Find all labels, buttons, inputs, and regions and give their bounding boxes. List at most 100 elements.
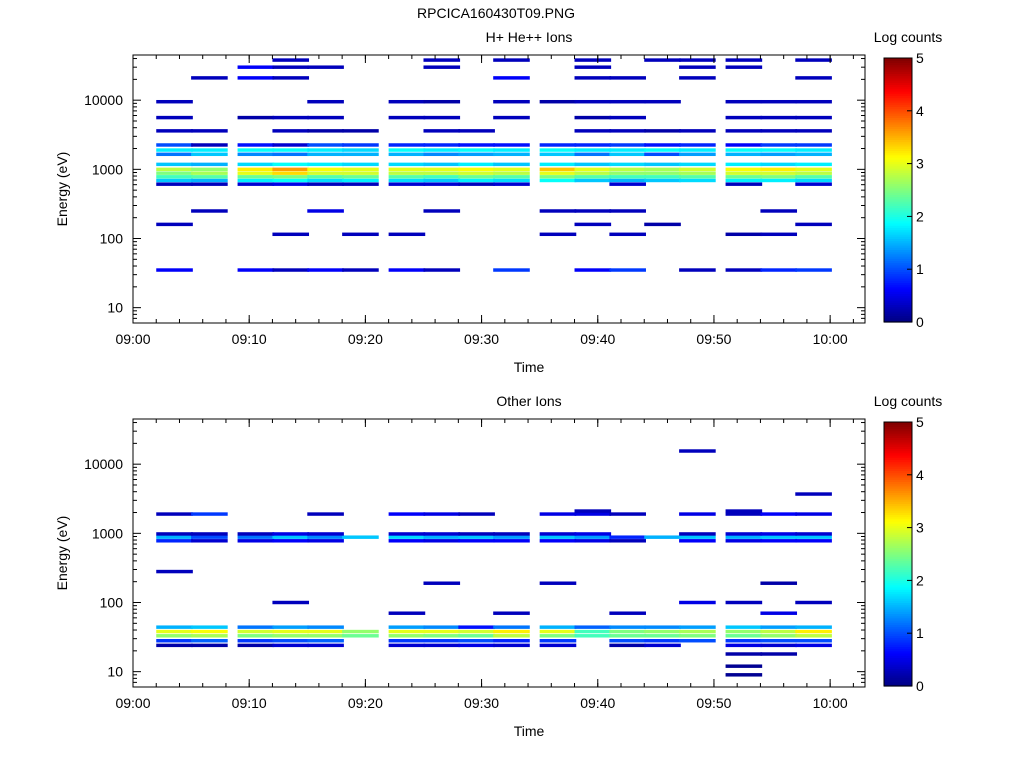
colorbar-step	[884, 284, 912, 288]
colorbar-step	[884, 249, 912, 253]
colorbar-step	[884, 297, 912, 301]
heatmap-cell	[493, 99, 530, 104]
heatmap-cell	[574, 222, 612, 227]
heatmap-cell	[307, 143, 344, 147]
heatmap-cell	[539, 535, 577, 539]
colorbar-step	[884, 624, 912, 628]
heatmap-cell	[342, 232, 379, 237]
heatmap-cell	[539, 629, 577, 634]
heatmap-cell	[760, 129, 798, 133]
heatmap-cell	[388, 532, 426, 536]
heatmap-cell	[423, 152, 461, 157]
heatmap-cell	[423, 535, 461, 539]
heatmap-cell	[493, 535, 530, 539]
y-tick-label: 10000	[84, 92, 123, 108]
colorbar-step	[884, 435, 912, 438]
colorbar-step	[884, 578, 912, 581]
heatmap-cell	[458, 143, 495, 147]
x-axis-label: Time	[514, 723, 545, 739]
colorbar-step	[884, 209, 912, 213]
colorbar-step	[884, 466, 912, 469]
heatmap-cell	[191, 182, 228, 186]
colorbar-step	[884, 477, 912, 480]
heatmap-cell	[539, 539, 577, 543]
colorbar-step	[884, 271, 912, 275]
colorbar-step	[884, 514, 912, 518]
heatmap-cell	[539, 162, 577, 167]
heatmap-cell	[458, 625, 495, 629]
colorbar-step	[884, 661, 912, 665]
colorbar-step	[884, 315, 912, 319]
y-tick-label: 100	[100, 230, 124, 246]
colorbar-step	[884, 273, 912, 277]
heatmap-cell	[539, 634, 577, 638]
heatmap-cell	[795, 115, 832, 120]
heatmap-cell	[539, 232, 577, 237]
colorbar-step	[884, 562, 912, 566]
heatmap-cell	[191, 634, 228, 638]
heatmap-cell	[609, 175, 646, 179]
colorbar-step	[884, 302, 912, 305]
colorbar-step	[884, 551, 912, 555]
colorbar-step	[884, 631, 912, 634]
heatmap-cell	[272, 532, 310, 536]
colorbar-step	[884, 679, 912, 683]
heatmap-cell	[795, 182, 832, 186]
heatmap-cell	[725, 115, 763, 120]
colorbar-step	[884, 77, 912, 81]
colorbar-step	[884, 600, 912, 603]
heatmap-cell	[458, 182, 495, 186]
heatmap-cell	[725, 512, 763, 516]
heatmap-cell	[760, 99, 798, 104]
colorbar-step	[884, 518, 912, 522]
heatmap-cell	[342, 143, 379, 147]
colorbar-step	[884, 139, 912, 143]
heatmap-cell	[388, 611, 426, 615]
heatmap-cell	[609, 171, 646, 175]
heatmap-cell	[272, 65, 310, 69]
heatmap-cell	[191, 643, 228, 648]
heatmap-cell	[342, 268, 379, 272]
heatmap-cell	[795, 167, 832, 172]
heatmap-cell	[493, 629, 530, 634]
colorbar-step	[884, 71, 912, 74]
heatmap-cell	[342, 129, 379, 133]
colorbar-step	[884, 587, 912, 590]
heatmap-cell	[388, 634, 426, 638]
heatmap-cell	[423, 512, 461, 516]
heatmap-cell	[237, 171, 275, 175]
colorbar-step	[884, 521, 912, 524]
heatmap-cell	[725, 175, 763, 179]
heatmap-cell	[609, 232, 646, 237]
heatmap-cell	[679, 625, 716, 629]
heatmap-cell	[679, 65, 716, 69]
heatmap-cell	[458, 171, 495, 175]
heatmap-cell	[307, 182, 344, 186]
colorbar-tick-label: 2	[916, 572, 924, 588]
colorbar-step	[884, 108, 912, 112]
colorbar-tick-label: 2	[916, 208, 924, 224]
heatmap-cell	[609, 76, 646, 80]
heatmap-cell	[156, 268, 193, 272]
heatmap-cell	[237, 175, 275, 179]
heatmap-cell	[609, 268, 646, 272]
heatmap-cell	[423, 171, 461, 175]
heatmap-cell	[272, 539, 310, 543]
heatmap-cell	[795, 643, 832, 648]
colorbar-step	[884, 146, 912, 149]
colorbar-step	[884, 262, 912, 266]
heatmap-cell	[760, 539, 798, 543]
colorbar-step	[884, 540, 912, 544]
colorbar-step	[884, 666, 912, 669]
heatmap-cell	[191, 175, 228, 179]
colorbar-step	[884, 203, 912, 206]
heatmap-cell	[574, 629, 612, 634]
heatmap-cell	[760, 652, 798, 656]
heatmap-cell	[795, 58, 832, 62]
heatmap-cell	[679, 532, 716, 536]
colorbar-step	[884, 505, 912, 509]
colorbar-step	[884, 143, 912, 147]
heatmap-cell	[574, 171, 612, 175]
heatmap-cell	[307, 532, 344, 536]
heatmap-cell	[458, 639, 495, 643]
